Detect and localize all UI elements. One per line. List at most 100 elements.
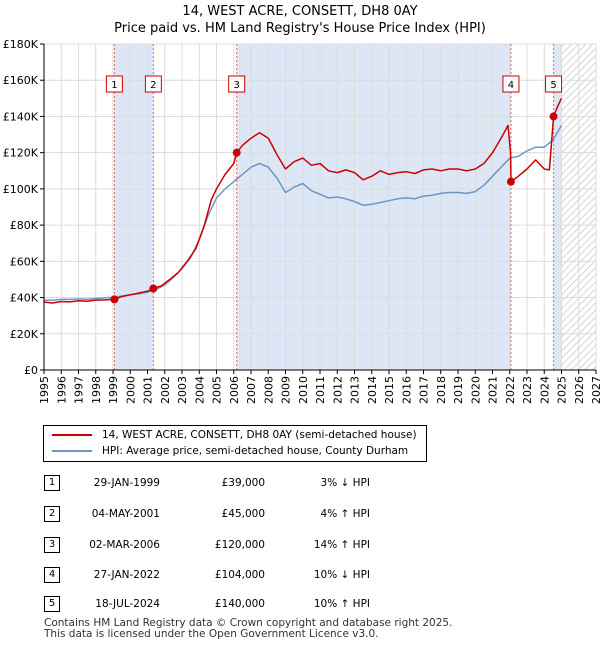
sale-label-box [105, 75, 123, 93]
transaction-hpi-relation: 10% ↑ HPI [313, 598, 370, 610]
sale-label-number: 3 [233, 80, 239, 91]
x-tick-label: 2026 [573, 376, 586, 404]
x-tick-label: 2012 [331, 376, 344, 404]
sale-point [149, 284, 158, 293]
x-tick-label: 2024 [538, 376, 551, 404]
sale-label-number: 5 [550, 80, 556, 91]
transaction-number: 1 [44, 475, 60, 491]
y-tick-label: £140K [3, 110, 39, 123]
sale-label-box [502, 75, 520, 93]
transaction-price: £45,000 [221, 508, 265, 520]
transaction-price: £140,000 [214, 598, 265, 610]
x-tick-label: 2022 [504, 376, 517, 404]
x-tick-label: 2007 [245, 376, 258, 404]
x-tick-label: 2010 [297, 376, 310, 404]
x-tick-label: 2021 [487, 376, 500, 404]
transaction-row: 2 04-MAY-2001 £45,000 4% ↑ HPI [0, 505, 600, 523]
chart-title: 14, WEST ACRE, CONSETT, DH8 0AY Price pa… [0, 3, 600, 37]
transaction-row: 4 27-JAN-2022 £104,000 10% ↓ HPI [0, 566, 600, 584]
y-tick-label: £80K [10, 219, 39, 232]
transaction-row: 5 18-JUL-2024 £140,000 10% ↑ HPI [0, 595, 600, 613]
x-tick-label: 1995 [38, 376, 51, 404]
transaction-date: 02-MAR-2006 [89, 539, 160, 551]
x-tick-label: 2004 [193, 376, 206, 404]
transaction-number: 5 [44, 596, 60, 612]
transaction-hpi-relation: 14% ↑ HPI [313, 539, 370, 551]
x-tick-label: 2014 [366, 376, 379, 404]
x-tick-label: 2013 [349, 376, 362, 404]
x-tick-label: 2020 [469, 376, 482, 404]
sale-label-number: 1 [111, 80, 117, 91]
sale-label-box [228, 75, 246, 93]
sale-point [506, 177, 515, 186]
x-tick-label: 2017 [418, 376, 431, 404]
x-tick-label: 2000 [124, 376, 137, 404]
y-tick-label: £120K [3, 147, 39, 160]
footer-copyright: Contains HM Land Registry data © Crown c… [44, 617, 453, 629]
y-tick-label: £160K [3, 74, 39, 87]
transaction-row: 1 29-JAN-1999 £39,000 3% ↓ HPI [0, 474, 600, 492]
transaction-number: 2 [44, 506, 60, 522]
x-tick-label: 1999 [107, 376, 120, 404]
sale-point [549, 112, 558, 121]
transaction-row: 3 02-MAR-2006 £120,000 14% ↑ HPI [0, 536, 600, 554]
transaction-price: £120,000 [214, 539, 265, 551]
x-tick-label: 2025 [556, 376, 569, 404]
price-chart: 1 2 3 4 5 £0 £20K £40K £60K £80K £100K £120K £140K £… [3, 38, 600, 404]
transaction-date: 04-MAY-2001 [91, 508, 160, 520]
transaction-price: £104,000 [214, 569, 265, 581]
x-tick-label: 2008 [262, 376, 275, 404]
y-tick-label: £100K [3, 183, 39, 196]
title-line-1: 14, WEST ACRE, CONSETT, DH8 0AY [182, 4, 418, 19]
ownership-shade [114, 44, 154, 370]
y-tick-label: £0 [24, 364, 38, 377]
x-tick-label: 2027 [590, 376, 600, 404]
transaction-date: 18-JUL-2024 [95, 598, 160, 610]
legend-item-property: 14, WEST ACRE, CONSETT, DH8 0AY (semi-de… [52, 428, 417, 443]
footer-licence: This data is licensed under the Open Gov… [44, 628, 379, 640]
x-tick-label: 2023 [521, 376, 534, 404]
property-price-line [44, 97, 563, 304]
sale-label-box [545, 75, 563, 93]
transaction-hpi-relation: 4% ↑ HPI [320, 508, 370, 520]
title-line-2: Price paid vs. HM Land Registry's House … [114, 21, 486, 36]
sale-point [232, 148, 241, 157]
x-tick-label: 2011 [314, 376, 327, 404]
transaction-hpi-relation: 3% ↓ HPI [320, 477, 370, 489]
x-tick-label: 2003 [176, 376, 189, 404]
footer: Contains HM Land Registry data © Crown c… [44, 618, 452, 640]
sale-label-number: 4 [508, 80, 514, 91]
legend-swatch-property [52, 434, 92, 436]
x-tick-label: 2015 [383, 376, 396, 404]
y-tick-label: £40K [10, 292, 39, 305]
transaction-date: 29-JAN-1999 [93, 477, 160, 489]
transaction-date: 27-JAN-2022 [93, 569, 160, 581]
x-tick-label: 2016 [400, 376, 413, 404]
transaction-hpi-relation: 10% ↓ HPI [313, 569, 370, 581]
legend-swatch-hpi [52, 450, 92, 452]
x-tick-label: 2006 [228, 376, 241, 404]
ownership-shade [236, 44, 511, 370]
legend: 14, WEST ACRE, CONSETT, DH8 0AY (semi-de… [43, 425, 427, 462]
sale-label-box [144, 75, 162, 93]
ownership-shade [553, 44, 562, 370]
x-tick-label: 2018 [435, 376, 448, 404]
legend-item-hpi: HPI: Average price, semi-detached house,… [52, 444, 408, 459]
y-tick-label: £180K [3, 38, 39, 51]
y-tick-label: £60K [10, 255, 39, 268]
x-tick-label: 2002 [159, 376, 172, 404]
transaction-price: £39,000 [221, 477, 265, 489]
x-tick-label: 1996 [55, 376, 68, 404]
sale-label-number: 2 [150, 80, 156, 91]
sale-point [110, 295, 119, 304]
x-tick-label: 1997 [73, 376, 86, 404]
transaction-number: 4 [44, 567, 60, 583]
x-tick-label: 2009 [280, 376, 293, 404]
legend-label-property: 14, WEST ACRE, CONSETT, DH8 0AY (semi-de… [102, 429, 417, 441]
transaction-number: 3 [44, 537, 60, 553]
x-tick-label: 1998 [90, 376, 103, 404]
y-tick-label: £20K [10, 328, 39, 341]
x-tick-label: 2001 [142, 376, 155, 404]
x-tick-label: 2019 [452, 376, 465, 404]
legend-label-hpi: HPI: Average price, semi-detached house,… [102, 445, 409, 457]
